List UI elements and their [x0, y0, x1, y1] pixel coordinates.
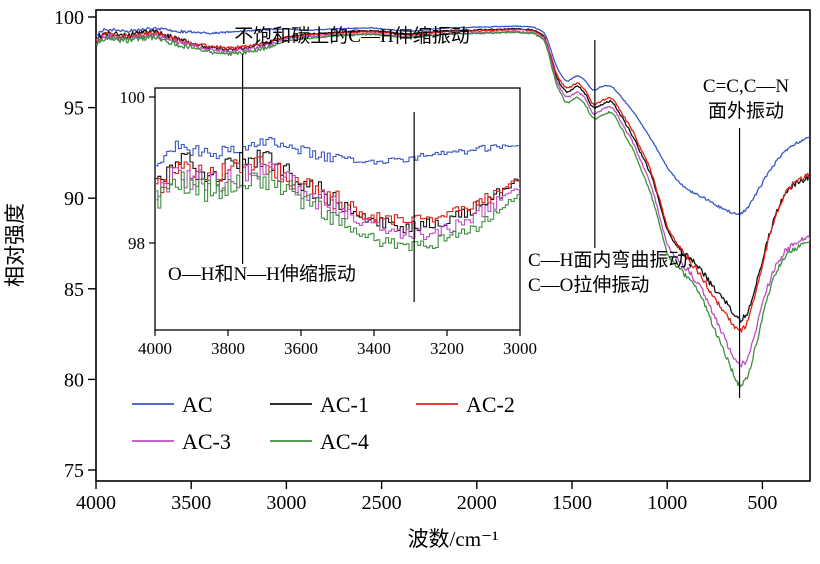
legend: AC AC-1 AC-2 AC-3 AC-4 [132, 392, 515, 454]
curve-AC-1 [96, 27, 810, 324]
inset-x-tick-label: 3000 [503, 339, 537, 358]
main-plot-frame [95, 9, 811, 482]
spectra-curves [96, 25, 810, 388]
inset-axes: 4000 3800 3600 3400 3200 3000 100 98 [120, 87, 537, 358]
x-axis-tick-label: 4000 [76, 492, 116, 514]
annotation-text-unsaturated-ch: 不饱和碳上的C—H伸缩振动 [234, 25, 469, 47]
legend-label-AC: AC [182, 392, 213, 417]
inset-x-tick-label: 3200 [430, 339, 464, 358]
y-axis-tick-label: 100 [54, 7, 84, 29]
annotation-text-ch-bend: C—O拉伸振动 [528, 274, 649, 296]
annotation-text-oh-nh: O—H和N—H伸缩振动 [168, 263, 356, 285]
y-axis-tick-label: 90 [64, 188, 84, 210]
inset-x-tick-label: 4000 [138, 339, 172, 358]
y-axis-tick-label: 75 [64, 460, 84, 482]
inset-curve-AC [155, 136, 520, 167]
x-axis-tick-label: 1500 [552, 492, 592, 514]
y-axis-tick-label: 85 [64, 279, 84, 301]
legend-label-AC-1: AC-1 [320, 392, 369, 417]
inset-x-tick-label: 3600 [284, 339, 318, 358]
annotation-text-out-of-plane: 面外振动 [708, 100, 784, 122]
annotation-text-out-of-plane: C=C,C—N [703, 76, 789, 97]
x-axis-tick-label: 3000 [266, 492, 306, 514]
x-axis-label: 波数/cm⁻¹ [408, 527, 499, 551]
x-axis-tick-label: 500 [747, 492, 777, 514]
inset-frame [154, 87, 521, 331]
y-axis-tick-label: 95 [64, 98, 84, 120]
curve-AC-3 [96, 30, 810, 368]
legend-label-AC-2: AC-2 [466, 392, 515, 417]
x-axis-tick-label: 1000 [647, 492, 687, 514]
annotation-text-ch-bend: C—H面内弯曲振动; [528, 249, 693, 271]
y-axis-label: 相对强度 [3, 203, 27, 287]
curve-AC-4 [96, 31, 810, 388]
inset-x-tick-label: 3800 [211, 339, 245, 358]
inset-y-tick-label: 98 [128, 234, 145, 253]
inset-y-tick-label: 100 [120, 88, 146, 107]
curve-AC-2 [96, 28, 810, 333]
inset-curve-AC-4 [155, 171, 520, 252]
x-axis-tick-label: 2500 [362, 492, 402, 514]
x-axis-tick-label: 2000 [457, 492, 497, 514]
inset-x-tick-label: 3400 [357, 339, 391, 358]
curve-AC [96, 25, 810, 216]
legend-label-AC-3: AC-3 [182, 429, 231, 454]
y-axis-tick-label: 80 [64, 369, 84, 391]
inset-spectra-curves [155, 136, 520, 252]
x-axis-tick-label: 3500 [171, 492, 211, 514]
legend-label-AC-4: AC-4 [320, 429, 369, 454]
annotations-layer: 不饱和碳上的C—H伸缩振动 O—H和N—H伸缩振动 C—H面内弯曲振动; C—O拉伸振… [168, 25, 789, 398]
main-axes: 4000 3500 3000 2500 2000 1500 1000 500 75 80 85 90 9… [54, 7, 811, 514]
